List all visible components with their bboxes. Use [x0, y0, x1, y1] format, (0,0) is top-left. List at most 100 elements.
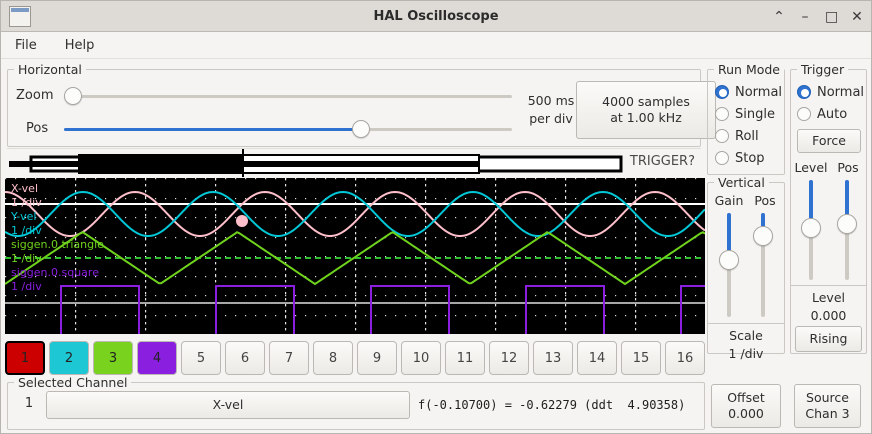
run-mode-normal[interactable]: Normal [715, 81, 782, 103]
radio-dot-icon [715, 151, 729, 165]
channel-button-label: 16 [676, 350, 694, 366]
trace-siggen.0.square [60, 285, 705, 334]
run-mode-roll[interactable]: Roll [715, 125, 782, 147]
channel-button-label: 3 [108, 350, 118, 366]
menu-item-file[interactable]: File [15, 37, 37, 53]
selected-channel-signal-button[interactable]: X-vel [46, 391, 410, 419]
channel-button-1[interactable]: 1 [5, 341, 45, 375]
trigger-normal-label: Normal [817, 84, 865, 100]
vertical-offset-value: 0.000 [728, 406, 764, 421]
channel-button-14[interactable]: 14 [577, 341, 617, 375]
zoom-slider-knob[interactable] [64, 87, 82, 105]
run-mode-single-label: Single [735, 106, 775, 122]
channel-button-label: 13 [544, 350, 562, 366]
trigger-divider [791, 285, 866, 286]
timebase-value: 500 ms [527, 93, 575, 108]
trigger-pos-knob[interactable] [837, 213, 857, 234]
trigger-pos-slider[interactable] [837, 180, 857, 280]
horizontal-position-bar[interactable]: TRIGGER? [7, 148, 701, 177]
channel-button-13[interactable]: 13 [533, 341, 573, 375]
trigger-auto-label: Auto [817, 106, 848, 122]
trigger-level-fill [809, 180, 813, 229]
timebase-readout: 500 ms per div [520, 92, 582, 128]
selected-channel-legend: Selected Channel [14, 375, 132, 390]
channel-button-5[interactable]: 5 [181, 341, 221, 375]
channel-button-row: 1 2 3 4 5 6 7 8 9 10 11 12 13 14 15 16 [5, 339, 705, 377]
channel-button-label: 11 [456, 350, 474, 366]
zoom-slider[interactable] [64, 87, 512, 105]
vertical-scale-title: Scale [729, 328, 763, 343]
channel-trace-label: X-vel [11, 182, 38, 195]
channel-button-label: 15 [632, 350, 650, 366]
pos-slider-fill [64, 128, 362, 131]
channel-button-4[interactable]: 4 [137, 341, 177, 375]
zoom-label: Zoom [16, 88, 54, 103]
window-controls: ⌃ – □ ✕ [773, 1, 863, 32]
vertical-gain-knob[interactable] [719, 249, 739, 270]
vertical-pos-slider[interactable] [753, 213, 773, 317]
channel-button-label: 8 [328, 350, 338, 366]
channel-button-9[interactable]: 9 [357, 341, 397, 375]
channel-button-15[interactable]: 15 [621, 341, 661, 375]
trace-siggen.0.triangle [5, 231, 705, 286]
timebase-unit: per div [529, 111, 573, 126]
channel-scale-label: 1 /div [11, 252, 42, 265]
vertical-offset-title: Offset [727, 390, 765, 406]
shade-icon[interactable]: ⌃ [773, 8, 785, 25]
trigger-level-knob[interactable] [801, 218, 821, 239]
trigger-source-button[interactable]: Source Chan 3 [794, 384, 861, 428]
trigger-level-slider[interactable] [801, 180, 821, 280]
channel-button-6[interactable]: 6 [225, 341, 265, 375]
trigger-edge-label: Rising [809, 331, 848, 347]
run-mode-normal-label: Normal [735, 84, 783, 100]
channel-button-16[interactable]: 16 [665, 341, 705, 375]
channel-button-2[interactable]: 2 [49, 341, 89, 375]
trigger-auto[interactable]: Auto [797, 103, 864, 125]
radio-dot-icon [715, 85, 729, 99]
channel-button-label: 1 [20, 350, 30, 366]
selected-channel-number: 1 [24, 396, 34, 411]
channel-button-label: 14 [588, 350, 606, 366]
trace-cursor-marker[interactable] [236, 215, 248, 227]
trigger-source-title: Source [806, 390, 849, 406]
sample-rate-button[interactable]: 4000 samples at 1.00 kHz [576, 81, 716, 139]
channel-button-label: 2 [64, 350, 74, 366]
channel-button-10[interactable]: 10 [401, 341, 441, 375]
channel-button-12[interactable]: 12 [489, 341, 529, 375]
pos-slider[interactable] [64, 120, 512, 138]
trigger-normal[interactable]: Normal [797, 81, 864, 103]
minimize-icon[interactable]: – [801, 8, 809, 25]
channel-button-7[interactable]: 7 [269, 341, 309, 375]
vertical-gain-slider[interactable] [719, 213, 739, 317]
trigger-edge-button[interactable]: Rising [795, 326, 862, 352]
channel-button-label: 4 [152, 350, 162, 366]
zoom-slider-track [64, 95, 512, 98]
vertical-offset-button[interactable]: Offset 0.000 [711, 384, 781, 428]
menu-bar: File Help [1, 32, 871, 59]
channel-button-11[interactable]: 11 [445, 341, 485, 375]
vertical-group: Vertical Gain Pos Scale 1 /div [707, 175, 785, 361]
radio-dot-icon [715, 107, 729, 121]
run-mode-group-legend: Run Mode [714, 62, 784, 77]
scope-display[interactable]: X-vel 1 /div Y-vel 1 /div siggen.0.triangle 1… [5, 178, 705, 334]
selected-channel-signal-label: X-vel [212, 397, 244, 413]
vertical-pos-knob[interactable] [753, 226, 773, 247]
channel-button-8[interactable]: 8 [313, 341, 353, 375]
force-trigger-button[interactable]: Force [797, 129, 861, 153]
trigger-group: Trigger Normal Auto Force Level Pos [790, 62, 867, 354]
trace-X-vel [5, 190, 705, 237]
channel-button-label: 7 [284, 350, 294, 366]
selected-channel-readout: f(-0.10700) = -0.62279 (ddt 4.90358) [418, 398, 686, 412]
vertical-pos-fill [761, 213, 765, 237]
trigger-status-label: TRIGGER? [629, 154, 695, 169]
close-icon[interactable]: ✕ [851, 8, 863, 25]
run-mode-single[interactable]: Single [715, 103, 782, 125]
pos-slider-knob[interactable] [352, 120, 371, 138]
menu-item-help[interactable]: Help [64, 37, 95, 53]
channel-trace-label: Y-vel [10, 210, 36, 223]
channel-button-3[interactable]: 3 [93, 341, 133, 375]
channel-button-label: 12 [500, 350, 518, 366]
run-mode-stop[interactable]: Stop [715, 147, 782, 169]
maximize-icon[interactable]: □ [825, 8, 839, 25]
